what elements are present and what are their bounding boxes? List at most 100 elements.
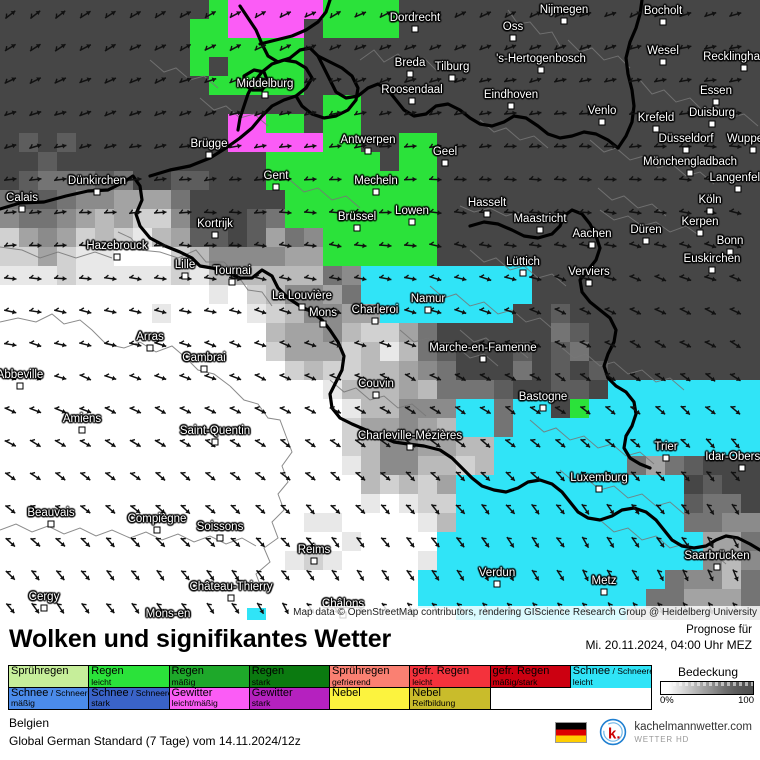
cloud-cover-cell [513, 247, 532, 266]
cloud-cover-cell [171, 266, 190, 285]
city-marker [319, 320, 327, 328]
cloud-cover-cell [665, 285, 684, 304]
cloud-cover-cell [608, 171, 627, 190]
cloud-cover-cell [76, 228, 95, 247]
city-label: Lüttich [506, 255, 540, 268]
cloud-cover-cell [38, 76, 57, 95]
cloud-cover-cell [703, 133, 722, 152]
cloud-cover-cell [19, 76, 38, 95]
cloud-cover-cell [95, 247, 114, 266]
city-marker [261, 91, 269, 99]
cloud-cover-cell [741, 247, 760, 266]
cloud-cover-cell [361, 323, 380, 342]
legend-cell-label: Schnee / Schneeregen [573, 666, 651, 678]
cloud-cover-cell [38, 0, 57, 19]
cloud-cover-cell [589, 57, 608, 76]
cloud-cover-cell [76, 57, 95, 76]
cloud-cover-cell [513, 342, 532, 361]
legend-cell-label-secondary: / Schneeregen [130, 687, 169, 698]
city-label: Geel [432, 145, 458, 158]
cloud-cover-cell [437, 209, 456, 228]
legend-cell-intensity: mäßig [171, 676, 196, 687]
cloud-cover-cell [494, 361, 513, 380]
cloud-cover-cell [475, 247, 494, 266]
city-label: Gent [263, 169, 289, 182]
cloud-cover-cell [703, 285, 722, 304]
cloud-cover-scale: Bedeckung 0% 100 [660, 665, 756, 711]
legend-cell-label-secondary: / Schneeregen [50, 687, 89, 698]
city-label: Luxemburg [570, 471, 628, 484]
cloud-cover-cell [684, 114, 703, 133]
city-marker [16, 382, 24, 390]
cloud-cover-cell [608, 304, 627, 323]
cloud-cover-cell [589, 304, 608, 323]
cloud-cover-cell [494, 171, 513, 190]
info-panel: Wolken und signifikantes Wetter Prognose… [0, 620, 760, 760]
cloud-cover-cell [494, 19, 513, 38]
city-marker [539, 404, 547, 412]
cloud-cover-cell [722, 19, 741, 38]
cloud-cover-cell [627, 323, 646, 342]
cloud-cover-cell [513, 95, 532, 114]
cloud-cover-cell [665, 266, 684, 285]
city-marker [153, 526, 161, 534]
cloud-cover-cell [551, 152, 570, 171]
cloud-cover-cell [570, 323, 589, 342]
cloud-cover-cell [19, 95, 38, 114]
cloud-cover-cell [570, 342, 589, 361]
cloud-cover-cell [285, 228, 304, 247]
cloud-cover-cell [475, 57, 494, 76]
legend-cell-intensity: leicht/mäßig [171, 698, 218, 708]
cloud-cover-cell [76, 190, 95, 209]
city-label: Abbeville [0, 368, 44, 381]
cloud-cover-cell [532, 285, 551, 304]
legend-cell-label: gefr. Regen [492, 666, 550, 677]
city-marker [726, 248, 734, 256]
city-label: Mönchengladbach [643, 155, 737, 168]
cloud-cover-cell [551, 228, 570, 247]
legend-cell-label: Sprühregen [11, 666, 69, 677]
cloud-cover-cell [589, 38, 608, 57]
cloud-cover-cell [95, 95, 114, 114]
cloud-cover-cell [57, 95, 76, 114]
cloud-cover-gradient [660, 681, 754, 695]
cloud-cover-cell [190, 0, 209, 19]
city-label: Cergy [28, 590, 60, 603]
cloud-cover-cell [456, 190, 475, 209]
cloud-cover-cell [722, 171, 741, 190]
cloud-cover-cell [437, 171, 456, 190]
city-marker [272, 183, 280, 191]
cloud-cover-cell [437, 342, 456, 361]
legend-cell: Regen stark [249, 666, 330, 688]
city-label: Verdun [478, 566, 516, 579]
cloud-cover-cell [722, 361, 741, 380]
cloud-cover-cell [551, 171, 570, 190]
legend-cell: Nebel [330, 687, 411, 709]
cloud-cover-cell [209, 190, 228, 209]
cloud-cover-cell [627, 285, 646, 304]
cloud-cover-cell [589, 152, 608, 171]
cloud-cover-cell [171, 228, 190, 247]
city-marker [696, 229, 704, 237]
cloud-cover-cell [646, 342, 665, 361]
cloud-cover-cell [0, 152, 19, 171]
cloud-cover-cell [608, 95, 627, 114]
legend-cell: Regen leicht [89, 666, 170, 688]
cloud-cover-cell [551, 323, 570, 342]
cloud-cover-cell [589, 380, 608, 399]
cloud-cover-cell [589, 190, 608, 209]
cloud-cover-cell [0, 266, 19, 285]
city-marker [652, 125, 660, 133]
weather-map[interactable]: Dordrecht Nijmegen Bocholt Oss Wesel Reckling… [0, 0, 760, 620]
branding[interactable]: k. kachelmannwetter.com WETTER HD [555, 718, 752, 746]
cloud-cover-cell [589, 0, 608, 19]
cloud-cover-cell [665, 19, 684, 38]
city-marker [738, 464, 746, 472]
cloud-cover-cell [532, 114, 551, 133]
cloud-cover-cell [76, 152, 95, 171]
cloud-cover-cell [513, 171, 532, 190]
cloud-cover-cell [323, 304, 342, 323]
cloud-cover-cell [57, 247, 76, 266]
cloud-cover-cell [532, 361, 551, 380]
cloud-cover-cell [38, 228, 57, 247]
